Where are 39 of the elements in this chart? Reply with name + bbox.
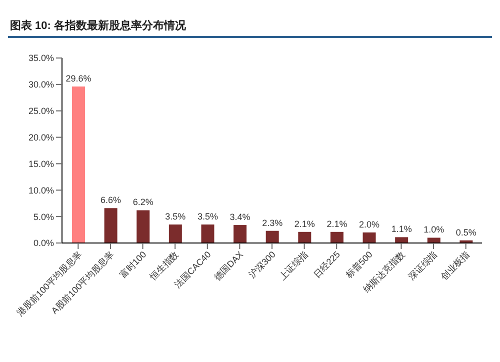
data-label: 6.6% <box>100 195 122 206</box>
data-label: 6.2% <box>132 197 154 208</box>
data-label: 3.5% <box>165 212 186 222</box>
data-label: 2.1% <box>294 218 315 229</box>
bar <box>330 232 344 243</box>
bar <box>298 232 312 243</box>
x-tick-label: 创业板指 <box>438 249 472 282</box>
y-tick-label: 20.0% <box>28 132 54 142</box>
y-tick-label: 30.0% <box>28 80 54 90</box>
bar <box>427 238 440 243</box>
data-label: 1.1% <box>391 224 412 234</box>
x-tick-label: 深证综指 <box>406 249 439 282</box>
bar <box>266 230 279 243</box>
bar <box>234 225 247 243</box>
data-label: 0.5% <box>456 227 476 238</box>
data-label: 3.5% <box>197 212 218 222</box>
bar <box>104 208 118 243</box>
y-tick-label: 5.0% <box>33 212 54 222</box>
x-tick-label: 上证综指 <box>277 249 310 282</box>
data-label: 1.0% <box>424 224 444 235</box>
data-label: 2.3% <box>262 218 283 228</box>
data-label: 2.0% <box>359 219 380 230</box>
bar <box>362 232 376 243</box>
chart-title: 图表 10: 各指数最新股息率分布情况 <box>9 18 188 34</box>
y-tick-label: 25.0% <box>28 106 54 116</box>
bar <box>395 237 408 243</box>
data-label: 29.6% <box>66 74 92 84</box>
x-tick-label: 沪深300 <box>246 249 278 280</box>
data-label: 3.4% <box>230 212 250 222</box>
y-tick-label: 10.0% <box>28 185 54 196</box>
y-tick-label: 0.0% <box>33 238 54 248</box>
x-tick-label: 富时100 <box>118 249 148 280</box>
y-tick-label: 35.0% <box>28 53 54 64</box>
bar <box>72 86 85 243</box>
bar <box>201 224 214 243</box>
data-label: 2.1% <box>326 218 348 229</box>
bar <box>136 210 150 243</box>
bar <box>168 224 182 243</box>
y-tick-label: 15.0% <box>28 158 54 169</box>
